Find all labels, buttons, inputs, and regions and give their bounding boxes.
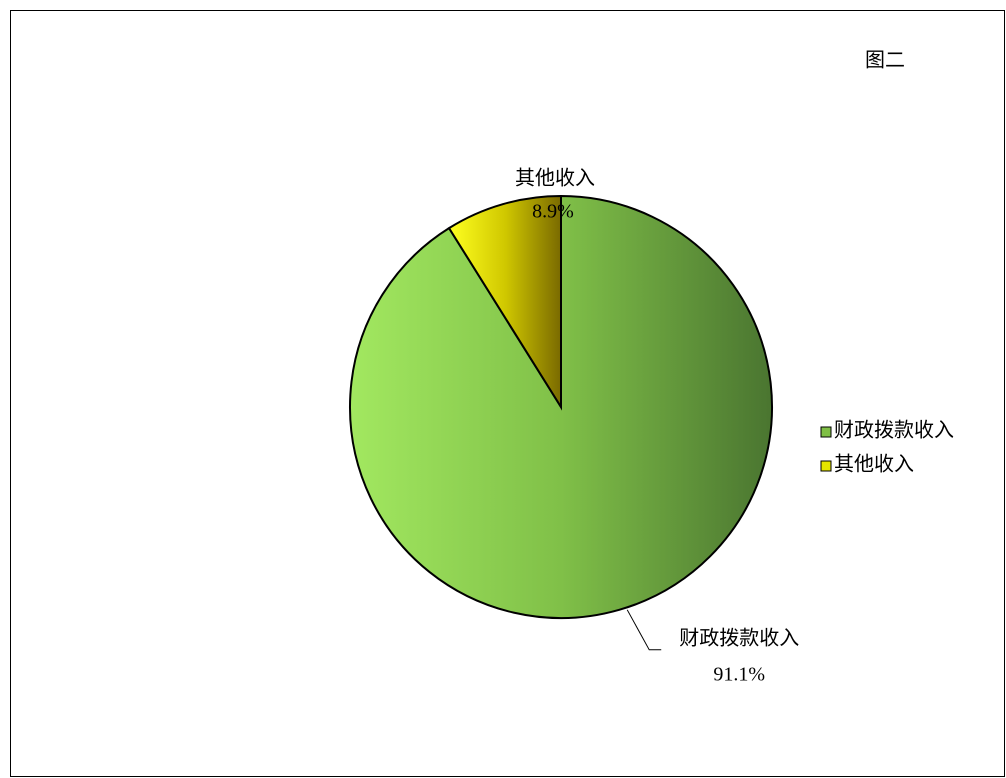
legend-swatch	[820, 460, 832, 472]
pie-slice	[447, 194, 562, 411]
chart-title: 图二	[865, 50, 905, 72]
leader-line	[626, 609, 662, 651]
data-label-name: 财政拨款收入	[679, 626, 799, 649]
legend-swatch	[820, 426, 832, 438]
data-label-value: 8.9%	[532, 201, 574, 223]
legend-label: 财政拨款收入	[834, 419, 954, 442]
data-label-name: 其他收入	[515, 167, 595, 190]
data-label-value: 91.1%	[713, 663, 765, 685]
legend-label: 其他收入	[834, 453, 914, 476]
